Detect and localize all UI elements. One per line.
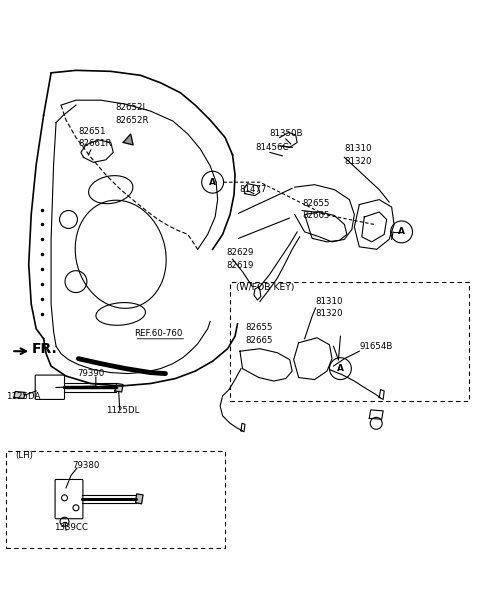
Text: A: A	[209, 178, 216, 187]
Text: 82652R: 82652R	[116, 116, 149, 125]
Text: 81350B: 81350B	[270, 130, 303, 139]
Text: 81320: 81320	[344, 157, 372, 166]
Text: 1125DL: 1125DL	[106, 406, 139, 415]
Text: 79380: 79380	[72, 461, 99, 470]
Text: 82651: 82651	[78, 127, 106, 136]
Text: 82665: 82665	[245, 336, 273, 345]
Text: (LH): (LH)	[15, 451, 33, 460]
Text: 1125DA: 1125DA	[6, 393, 41, 402]
Text: 82661R: 82661R	[78, 139, 112, 148]
Polygon shape	[136, 494, 143, 504]
Polygon shape	[14, 391, 25, 399]
Text: 82655: 82655	[245, 323, 273, 332]
Text: (W/FOB KEY): (W/FOB KEY)	[236, 283, 294, 292]
Text: 82665: 82665	[302, 212, 330, 221]
Bar	[6, 450, 225, 548]
Text: 1339CC: 1339CC	[54, 523, 87, 532]
Text: 82629: 82629	[226, 248, 253, 257]
Text: A: A	[398, 227, 405, 236]
Text: 82652L: 82652L	[116, 103, 148, 112]
Polygon shape	[123, 134, 133, 145]
Text: 91654B: 91654B	[360, 342, 393, 351]
Text: 81310: 81310	[315, 297, 343, 306]
Text: 82655: 82655	[302, 198, 330, 207]
Polygon shape	[115, 384, 123, 392]
Text: 81320: 81320	[315, 309, 343, 318]
Text: 81310: 81310	[344, 144, 372, 153]
Bar	[230, 282, 468, 401]
Text: 81477: 81477	[239, 185, 266, 194]
Text: FR.: FR.	[32, 342, 58, 356]
Text: 81456C: 81456C	[255, 143, 288, 152]
Text: REF.60-760: REF.60-760	[134, 329, 183, 338]
Text: A: A	[337, 364, 344, 373]
Text: 82619: 82619	[226, 261, 253, 270]
Text: 79390: 79390	[77, 368, 104, 377]
